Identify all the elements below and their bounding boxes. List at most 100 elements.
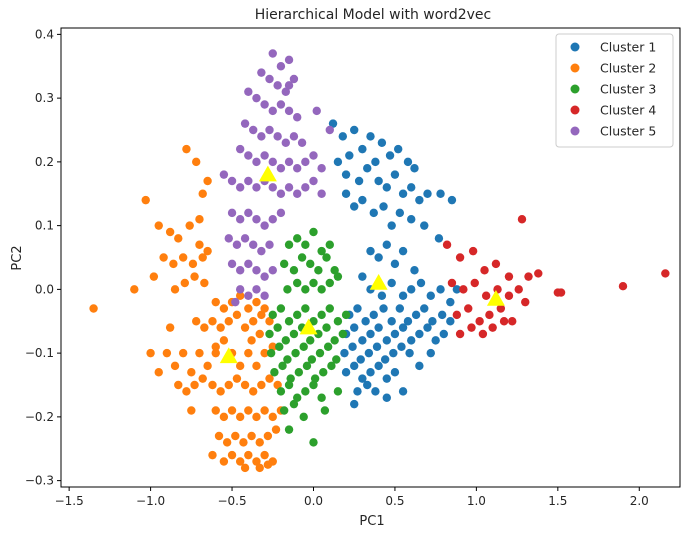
data-point-cluster-1 xyxy=(382,183,391,192)
data-point-cluster-2 xyxy=(273,380,282,390)
data-point-cluster-5 xyxy=(276,100,286,109)
legend-marker-cluster-2 xyxy=(570,63,580,73)
x-tick-label: −1.0 xyxy=(136,494,165,508)
data-point-cluster-1 xyxy=(377,138,387,147)
data-point-cluster-3 xyxy=(294,368,304,377)
data-point-cluster-3 xyxy=(276,304,286,313)
x-axis: −1.5 −1.0 −0.5 0.0 0.5 1.0 1.5 2.0 xyxy=(55,487,649,508)
data-point-cluster-3 xyxy=(330,336,339,345)
data-point-cluster-3 xyxy=(332,355,341,364)
y-tick-label: −0.3 xyxy=(25,474,54,488)
data-point-cluster-2 xyxy=(185,221,194,230)
data-point-cluster-5 xyxy=(317,164,326,173)
data-point-cluster-1 xyxy=(353,387,362,396)
data-point-cluster-5 xyxy=(301,157,310,167)
data-point-cluster-5 xyxy=(309,151,318,160)
data-point-cluster-2 xyxy=(249,387,258,396)
data-point-cluster-5 xyxy=(260,291,269,300)
data-point-cluster-2 xyxy=(244,450,253,460)
data-point-cluster-5 xyxy=(244,259,253,269)
data-point-cluster-1 xyxy=(390,368,400,377)
data-point-cluster-5 xyxy=(219,170,229,179)
data-point-cluster-1 xyxy=(358,195,367,205)
centroid-marker-cluster-1 xyxy=(369,274,388,290)
data-point-cluster-5 xyxy=(289,132,299,141)
data-point-cluster-1 xyxy=(393,144,403,154)
data-point-cluster-1 xyxy=(379,304,388,313)
data-point-cluster-1 xyxy=(350,125,359,135)
data-point-cluster-1 xyxy=(348,342,357,351)
data-point-cluster-1 xyxy=(366,329,375,339)
data-point-cluster-2 xyxy=(227,406,237,415)
data-point-cluster-5 xyxy=(235,144,245,154)
data-point-cluster-5 xyxy=(252,266,261,275)
data-point-cluster-2 xyxy=(192,317,201,326)
data-point-cluster-2 xyxy=(170,361,180,371)
data-point-cluster-5 xyxy=(232,240,242,249)
legend-marker-cluster-5 xyxy=(570,126,580,136)
data-point-cluster-2 xyxy=(260,348,269,358)
x-tick-label: 0.5 xyxy=(385,494,404,508)
data-point-cluster-1 xyxy=(366,368,375,377)
data-point-cluster-3 xyxy=(268,310,277,320)
data-point-cluster-3 xyxy=(319,368,328,377)
data-point-cluster-2 xyxy=(227,450,237,460)
x-tick-label: −1.5 xyxy=(55,494,84,508)
data-point-cluster-5 xyxy=(244,208,253,218)
data-point-cluster-2 xyxy=(174,380,183,390)
data-point-cluster-2 xyxy=(235,457,245,466)
data-point-cluster-1 xyxy=(361,317,370,326)
data-point-cluster-5 xyxy=(276,62,286,71)
data-point-cluster-2 xyxy=(208,380,217,390)
centroid-marker-cluster-2 xyxy=(219,347,238,364)
data-point-cluster-5 xyxy=(293,113,302,122)
data-point-cluster-2 xyxy=(159,253,168,262)
data-point-cluster-5 xyxy=(257,132,266,141)
data-point-cluster-1 xyxy=(364,348,374,358)
data-point-cluster-5 xyxy=(235,215,245,224)
data-point-cluster-1 xyxy=(434,234,444,243)
data-point-cluster-2 xyxy=(265,317,274,326)
data-point-cluster-3 xyxy=(322,253,331,262)
data-point-cluster-5 xyxy=(276,208,286,218)
data-point-cluster-2 xyxy=(263,460,273,469)
data-point-cluster-1 xyxy=(410,266,419,275)
data-point-cluster-5 xyxy=(249,125,258,135)
data-point-cluster-1 xyxy=(328,119,338,128)
data-point-cluster-5 xyxy=(249,240,258,249)
data-point-cluster-1 xyxy=(385,151,395,160)
y-tick-label: 0.3 xyxy=(35,91,54,105)
data-point-cluster-3 xyxy=(317,310,326,320)
data-point-cluster-2 xyxy=(249,317,258,326)
data-point-cluster-5 xyxy=(273,81,282,90)
legend-label-cluster-2: Cluster 2 xyxy=(600,61,656,76)
data-point-cluster-5 xyxy=(265,240,274,249)
legend-marker-cluster-4 xyxy=(570,105,580,115)
data-point-cluster-1 xyxy=(358,374,367,383)
data-point-cluster-2 xyxy=(260,304,269,313)
data-point-cluster-4 xyxy=(514,285,523,294)
data-point-cluster-4 xyxy=(485,310,494,320)
data-point-cluster-1 xyxy=(356,355,365,364)
data-point-cluster-1 xyxy=(398,189,408,198)
data-point-cluster-3 xyxy=(281,336,290,345)
data-point-cluster-2 xyxy=(247,431,256,441)
legend-box xyxy=(555,33,674,148)
data-point-cluster-2 xyxy=(198,189,207,198)
data-point-cluster-1 xyxy=(341,368,351,377)
data-point-cluster-3 xyxy=(341,310,351,320)
data-point-cluster-2 xyxy=(252,457,261,466)
chart-title: Hierarchical Model with word2vec xyxy=(255,7,491,23)
data-point-cluster-5 xyxy=(268,266,277,275)
data-point-cluster-5 xyxy=(257,68,266,77)
data-point-cluster-2 xyxy=(200,323,209,332)
data-point-cluster-2 xyxy=(244,406,253,415)
data-point-cluster-4 xyxy=(455,253,465,262)
data-point-cluster-3 xyxy=(266,348,276,358)
data-point-cluster-1 xyxy=(395,208,405,218)
data-point-cluster-2 xyxy=(89,304,98,313)
data-point-cluster-1 xyxy=(350,361,359,371)
x-tick-label: 0.0 xyxy=(304,494,323,508)
data-point-cluster-1 xyxy=(410,164,419,173)
data-point-cluster-2 xyxy=(235,361,245,371)
